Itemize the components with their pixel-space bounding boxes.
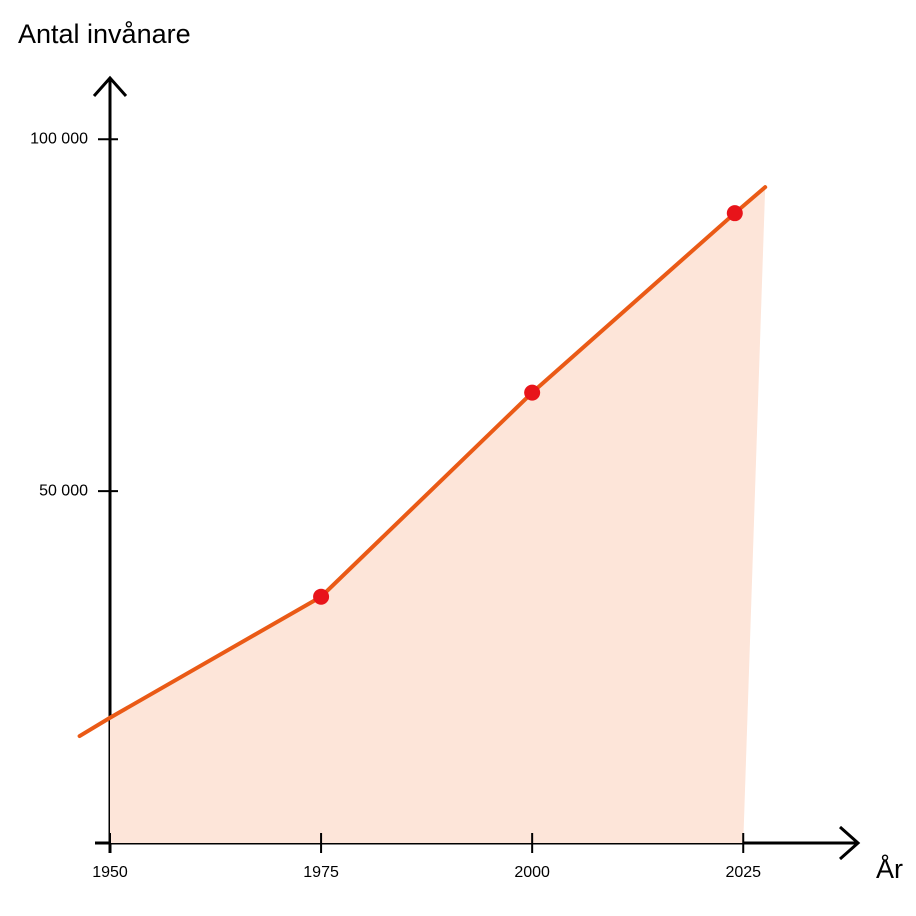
point: [524, 384, 541, 401]
point: [313, 588, 330, 605]
y-axis-title: Antal invånare: [18, 19, 191, 49]
x-tick-label: 2000: [514, 864, 550, 881]
x-tick-label: 1975: [303, 864, 339, 881]
y-tick-label: 50 000: [39, 482, 88, 499]
y-axis-arrow: [92, 75, 128, 97]
x-axis-title: År: [876, 853, 903, 884]
y-tick-label: 100 000: [30, 131, 88, 148]
area: [110, 187, 766, 844]
x-axis-arrow: [839, 825, 861, 861]
x-tick-label: 2025: [725, 864, 761, 881]
x-tick-label: 1950: [92, 864, 128, 881]
point: [726, 205, 743, 222]
